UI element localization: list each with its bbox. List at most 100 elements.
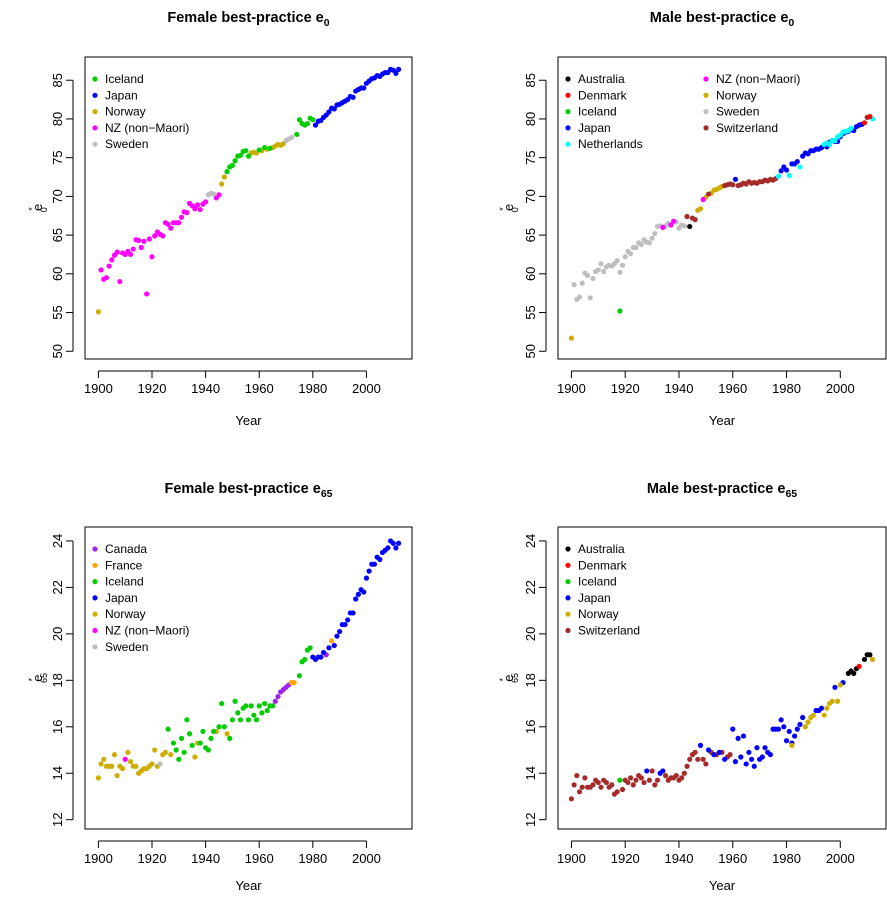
data-point (617, 269, 623, 275)
data-point (256, 147, 262, 153)
data-point (138, 244, 144, 251)
x-tick-label: 1900 (84, 381, 113, 396)
data-point (149, 761, 155, 767)
data-point (245, 153, 252, 159)
data-point (390, 540, 396, 546)
data-point (697, 206, 704, 212)
y-axis: 50 55 60 65 70 75 80 85 (50, 73, 74, 358)
legend-marker (92, 109, 98, 115)
data-point (730, 726, 736, 732)
data-point (684, 763, 690, 769)
data-point (224, 169, 230, 175)
x-axis: 1900 1920 1940 1960 1980 2000 (84, 370, 381, 396)
data-point (684, 213, 690, 220)
data-point (627, 775, 634, 781)
data-point (184, 717, 190, 723)
y-axis-label: e* 0 (498, 204, 520, 212)
data-point (162, 749, 169, 755)
data-point (136, 237, 142, 244)
data-point (835, 698, 841, 704)
data-point (579, 280, 585, 286)
legend-item: France (92, 558, 143, 572)
legend-item: Iceland (92, 72, 144, 86)
data-point (294, 131, 300, 138)
legend-item: Japan (92, 591, 138, 605)
series-switzerland (684, 114, 870, 223)
series-sweden (571, 219, 687, 302)
data-point (603, 779, 609, 786)
y-tick-label: 20 (523, 627, 538, 641)
data-point (197, 740, 203, 746)
y-tick-label: 65 (50, 228, 65, 242)
data-point (350, 94, 356, 100)
series-denmark (856, 663, 862, 669)
plot-frame (557, 526, 887, 830)
data-point (261, 700, 268, 707)
y-axis-label-main: e (501, 204, 516, 211)
legend-marker (92, 76, 98, 82)
x-tick-label: 1980 (298, 381, 327, 396)
data-point (160, 233, 166, 239)
data-point (595, 779, 601, 786)
data-point (722, 756, 728, 762)
data-point (619, 262, 626, 268)
y-tick-label: 75 (50, 150, 65, 164)
x-tick-label: 1940 (191, 851, 220, 866)
data-point (393, 545, 399, 551)
legend-item: NZ (non−Maori) (92, 624, 189, 638)
y-axis-label-sub: 65 (39, 673, 49, 683)
chart-title: Female best-practice e0 (167, 10, 329, 29)
legend-marker (92, 125, 98, 131)
data-point (861, 120, 868, 126)
data-point (633, 777, 639, 783)
legend-marker (92, 546, 98, 552)
data-point (307, 645, 313, 651)
legend-label: Switzerland (578, 624, 640, 638)
series-norway (568, 183, 725, 341)
y-axis-label-main: e (30, 204, 45, 211)
data-point (219, 181, 225, 187)
series-australia (687, 223, 693, 230)
data-point (170, 740, 177, 746)
data-point (598, 784, 604, 790)
data-point (232, 698, 238, 704)
data-point (837, 682, 843, 688)
legend-item: Japan (92, 88, 138, 102)
data-point (869, 656, 876, 663)
chart-title-main: Female best-practice e (164, 481, 320, 497)
series-france (288, 638, 335, 686)
data-point (320, 649, 327, 656)
data-point (638, 241, 644, 247)
data-point (861, 656, 868, 663)
series-sweden (205, 134, 294, 198)
x-tick-label: 1920 (138, 381, 167, 396)
data-point (216, 724, 222, 730)
data-point (775, 726, 782, 732)
data-point (181, 749, 187, 755)
legend-label: Japan (578, 121, 611, 135)
data-point (211, 728, 217, 735)
data-point (221, 174, 227, 180)
data-point (681, 770, 687, 776)
x-tick-label: 1940 (665, 381, 694, 396)
y-axis: 12 14 16 18 20 22 24 (523, 534, 547, 827)
y-axis-label-sup: * (27, 207, 37, 211)
data-point (705, 747, 712, 753)
data-point (192, 754, 198, 760)
plot-frame (557, 56, 887, 360)
data-point (101, 756, 107, 762)
series-japan (310, 538, 402, 663)
data-point (106, 263, 112, 269)
data-point (111, 752, 118, 758)
legend-marker (703, 92, 709, 98)
data-point (125, 749, 131, 755)
data-point (829, 698, 835, 704)
data-point (205, 747, 211, 753)
data-point (194, 202, 201, 208)
data-point (270, 703, 276, 709)
data-point (229, 717, 236, 723)
data-point (395, 540, 402, 546)
y-tick-label: 12 (523, 812, 538, 826)
